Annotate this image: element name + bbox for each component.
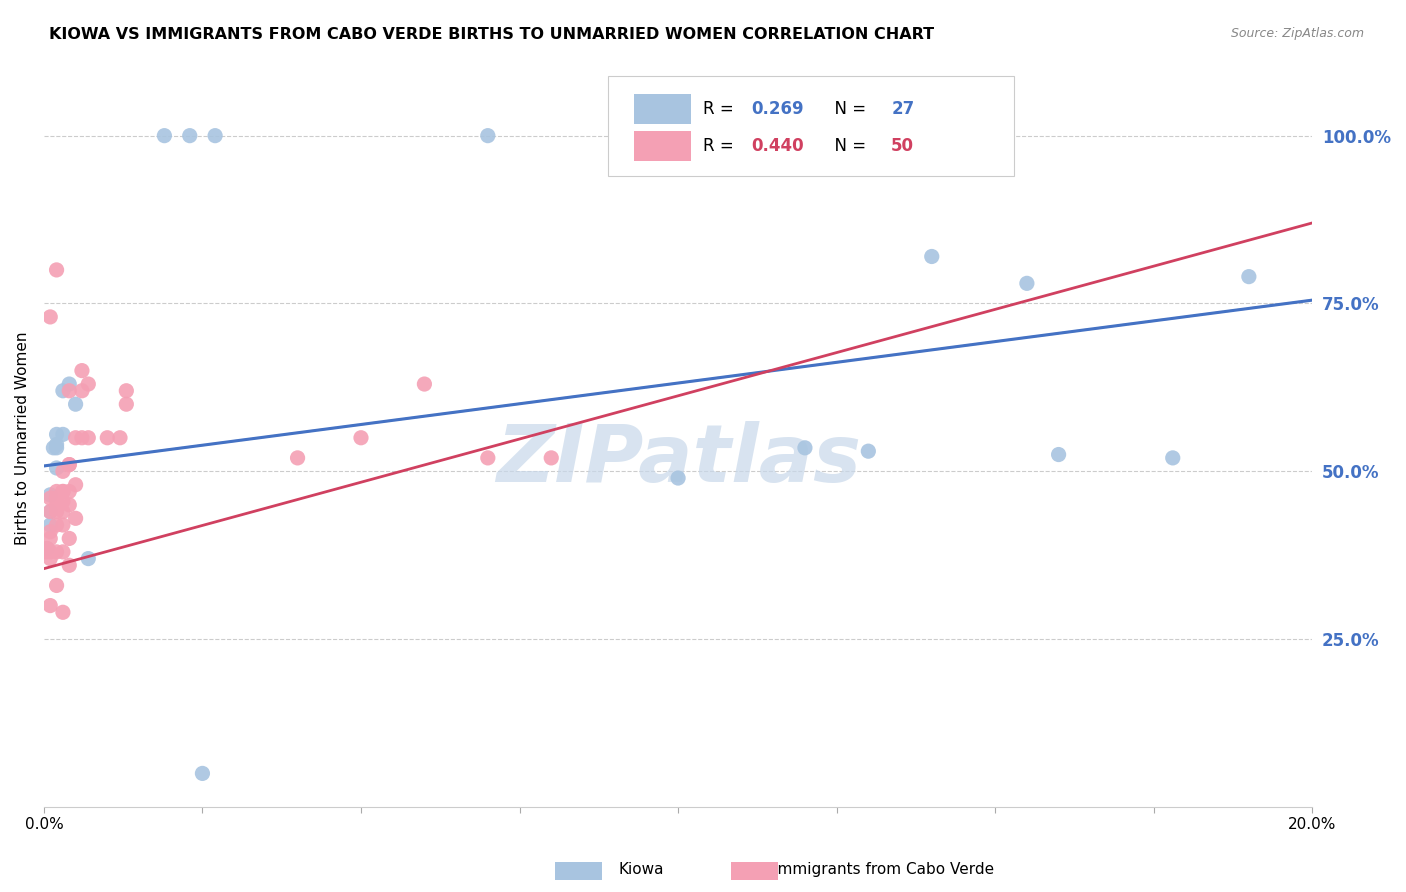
Point [413,377,436,392]
Point [45,441,67,455]
Point [39,518,62,533]
Text: Source: ZipAtlas.com: Source: ZipAtlas.com [1230,27,1364,40]
Point [45,498,67,512]
Point [52,605,75,619]
Point [77,551,100,566]
FancyBboxPatch shape [609,76,1014,176]
Text: 27: 27 [891,100,914,118]
Point [52,484,75,499]
Point [70,431,93,445]
Point [204,128,226,143]
Text: 0.440: 0.440 [752,137,804,155]
Point [65,397,87,411]
Point [52,545,75,559]
Point [1015,277,1038,291]
Point [921,250,943,264]
Point [793,441,815,455]
Point [65,431,87,445]
Point [39,505,62,519]
Point [666,471,689,485]
Point [77,431,100,445]
Point [350,431,373,445]
Point [39,310,62,324]
Point [52,384,75,398]
Point [58,458,80,472]
Point [35,541,58,556]
Point [1237,269,1260,284]
Point [96,431,118,445]
Point [52,518,75,533]
Point [477,450,499,465]
Point [52,427,75,442]
Point [39,505,62,519]
Point [45,491,67,505]
Point [45,505,67,519]
Point [58,498,80,512]
Point [39,524,62,539]
Point [477,128,499,143]
Point [58,558,80,573]
Point [39,491,62,505]
Point [39,551,62,566]
Point [45,518,67,533]
Point [540,450,562,465]
FancyBboxPatch shape [634,95,690,124]
Point [58,484,80,499]
Point [52,464,75,478]
Y-axis label: Births to Unmarried Women: Births to Unmarried Women [15,331,30,544]
Point [77,377,100,392]
Point [1047,448,1070,462]
Point [115,397,138,411]
Point [45,578,67,592]
Point [39,545,62,559]
Point [115,384,138,398]
Point [35,541,58,556]
Point [35,545,58,559]
Text: 0.269: 0.269 [752,100,804,118]
Text: ZIPatlas: ZIPatlas [495,421,860,499]
Point [39,488,62,502]
Text: Immigrants from Cabo Verde: Immigrants from Cabo Verde [773,863,994,877]
Point [39,599,62,613]
Text: 50: 50 [891,137,914,155]
Point [179,128,201,143]
Point [42,441,65,455]
Point [1161,450,1184,465]
Point [58,384,80,398]
Point [65,511,87,525]
Point [45,437,67,451]
Point [65,477,87,491]
Text: R =: R = [703,100,740,118]
Point [287,450,309,465]
Point [45,545,67,559]
Point [70,363,93,377]
Point [39,532,62,546]
Text: N =: N = [824,137,872,155]
Text: R =: R = [703,137,740,155]
Point [70,384,93,398]
Point [858,444,880,458]
Text: N =: N = [824,100,872,118]
Point [58,532,80,546]
Point [108,431,131,445]
Point [58,458,80,472]
Point [153,128,176,143]
Text: Kiowa: Kiowa [619,863,664,877]
FancyBboxPatch shape [634,131,690,161]
Point [52,494,75,508]
Point [45,263,67,277]
Point [58,377,80,392]
Point [52,484,75,499]
Text: KIOWA VS IMMIGRANTS FROM CABO VERDE BIRTHS TO UNMARRIED WOMEN CORRELATION CHART: KIOWA VS IMMIGRANTS FROM CABO VERDE BIRT… [49,27,935,42]
Point [45,427,67,442]
Point [52,505,75,519]
Point [45,484,67,499]
Point [191,766,214,780]
Point [45,461,67,475]
